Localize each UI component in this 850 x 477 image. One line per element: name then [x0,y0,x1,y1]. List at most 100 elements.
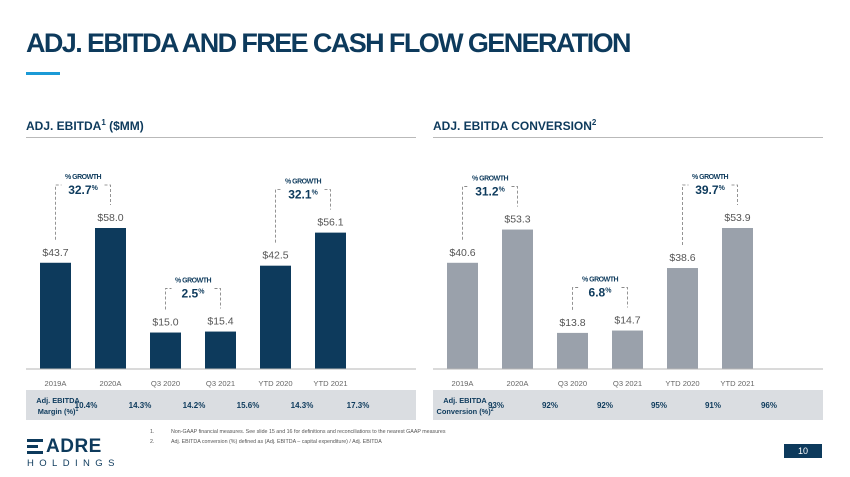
right-bar-2 [557,332,588,369]
right-growth-label-0: % GROWTH [472,176,508,183]
right-table-band [433,390,823,420]
left-category-label-1: 2020A [100,379,123,388]
right-table-value-0: 93% [488,401,504,410]
right-category-label-5: YTD 2021 [720,379,754,388]
left-category-label-0: 2019A [45,379,68,388]
right-section-title: ADJ. EBITDA CONVERSION2 [433,118,596,133]
right-growth-label-2: % GROWTH [692,174,728,181]
right-growth-bracket-left-1 [572,287,579,310]
right-value-label-2: $13.8 [559,317,585,329]
right-table-value-2: 92% [597,401,613,410]
right-growth-value-unit-1: % [605,288,612,295]
right-growth-value-number-1: 6.8 [589,286,606,300]
right-value-label-4: $38.6 [669,252,695,264]
right-value-label-5: $53.9 [724,212,750,224]
right-growth-bracket-right-0 [511,186,518,207]
right-section-title-text: ADJ. EBITDA CONVERSION [433,119,592,133]
logo-mark-icon [27,438,43,455]
left-bar-3 [205,331,236,369]
right-category-label-2: Q3 2020 [558,379,587,388]
right-category-label-1: 2020A [507,379,530,388]
left-category-label-5: YTD 2021 [313,379,347,388]
right-growth-value-unit-0: % [499,187,506,194]
right-table-label-line2: Conversion (%)2 [437,407,494,416]
left-section-title-text: ADJ. EBITDA [26,119,102,133]
left-table-label-line1: Adj. EBITDA [36,396,80,405]
logo-main-text: ADRE [46,436,102,457]
right-growth-value-unit-2: % [719,185,726,192]
left-growth-bracket-left-2 [275,189,282,243]
right-section-rule [433,137,823,138]
left-growth-value-unit-0: % [92,185,99,192]
right-growth-bracket-left-2 [682,184,689,246]
left-table-value-2: 14.2% [183,401,206,410]
page-title: ADJ. EBITDA AND FREE CASH FLOW GENERATIO… [26,28,632,58]
left-bar-2 [150,332,181,369]
footnote-2-text: Adj. EBITDA conversion (%) defined as (A… [171,439,382,445]
right-growth-value-0: 31.2% [475,185,505,199]
left-value-label-0: $43.7 [42,247,68,259]
adj-ebitda-chart: $43.7 2019A $58.0 2020A $15.0 Q3 2020 $15.4 Q3 … [26,174,416,420]
left-section-rule [26,137,416,138]
left-table-value-5: 17.3% [347,401,370,410]
right-table-value-1: 92% [542,401,558,410]
left-value-label-2: $15.0 [152,317,178,329]
right-growth-value-1: 6.8% [589,286,613,300]
left-growth-label-0: % GROWTH [65,174,101,181]
right-bar-3 [612,330,643,369]
right-value-label-1: $53.3 [504,214,530,226]
right-bar-1 [502,229,533,369]
left-bar-4 [260,265,291,369]
left-growth-value-unit-1: % [198,289,205,296]
left-section-title-sup: 1 [101,118,106,127]
left-category-label-3: Q3 2021 [206,379,235,388]
right-growth-value-2: 39.7% [695,183,725,197]
left-bar-5 [315,232,346,369]
footnote-1-text: Non-GAAP financial measures. See slide 1… [171,429,446,435]
right-table-label-line2-text: Conversion (%) [437,407,492,416]
right-growth-bracket-right-2 [731,184,738,205]
right-category-label-3: Q3 2021 [613,379,642,388]
right-table-value-5: 96% [761,401,777,410]
right-section-title-sup: 2 [591,118,597,127]
left-growth-value-number-2: 32.1 [288,188,312,202]
left-table-label-sup: 1 [76,407,79,413]
left-growth-value-1: 2.5% [182,287,206,301]
right-growth-label-1: % GROWTH [582,277,618,284]
right-table-label-line1: Adj. EBITDA [443,396,487,405]
footnote-1: 1. Non-GAAP financial measures. See slide… [150,427,446,437]
left-table-value-1: 14.3% [129,401,152,410]
left-growth-label-1: % GROWTH [175,278,211,285]
left-growth-bracket-left-0 [55,184,62,240]
left-table-band [26,390,416,420]
right-value-label-0: $40.6 [449,247,475,259]
company-logo: ADRE HOLDINGS [27,437,120,469]
left-table-label-line2-text: Margin (%) [38,407,76,416]
adj-ebitda-conversion-chart: $40.6 2019A $53.3 2020A $13.8 Q3 2020 $14.7 Q3 … [433,174,823,420]
left-growth-bracket-right-2 [324,189,331,210]
right-growth-bracket-left-0 [462,186,469,240]
left-section-title: ADJ. EBITDA1 ($MM) [26,118,144,133]
right-bar-4 [667,268,698,369]
right-growth-value-number-0: 31.2 [475,185,499,199]
footnote-2: 2. Adj. EBITDA conversion (%) defined as … [150,437,446,447]
right-category-label-0: 2019A [452,379,475,388]
left-growth-bracket-right-1 [214,288,221,309]
title-accent-bar [26,72,60,75]
right-table-value-3: 95% [651,401,667,410]
left-category-label-4: YTD 2020 [258,379,292,388]
right-growth-value-number-2: 39.7 [695,183,719,197]
right-table-value-4: 91% [705,401,721,410]
left-table-value-0: 10.4% [75,401,98,410]
footnote-2-num: 2. [150,439,155,445]
right-category-label-4: YTD 2020 [665,379,699,388]
left-growth-value-number-1: 2.5 [182,287,199,301]
logo-main: ADRE [27,437,120,456]
logo-sub-text: HOLDINGS [27,458,120,469]
right-table-label-sup: 2 [491,407,494,413]
footnote-1-num: 1. [150,429,155,435]
left-value-label-5: $56.1 [317,217,343,229]
footnotes: 1. Non-GAAP financial measures. See slide… [150,427,446,447]
left-section-title-suffix: ($MM) [105,119,144,133]
left-table-value-4: 14.3% [291,401,314,410]
